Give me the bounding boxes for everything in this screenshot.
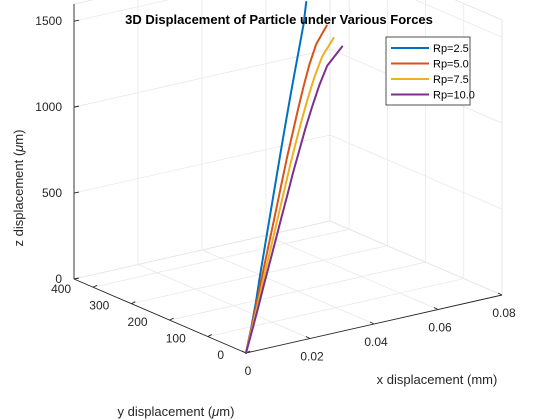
grid-line-x-floor-2 (201, 249, 375, 325)
y-axis-label-prefix: y displacement ( (118, 404, 213, 419)
grid-line-x-floor-1 (137, 264, 311, 339)
y-tick-label-0: 0 (217, 348, 224, 362)
x-tick-label-4: 0.08 (492, 306, 516, 320)
z-tick-mark-1 (73, 191, 80, 194)
y-tick-label-1: 100 (166, 332, 186, 346)
grid-line-z-side-0 (329, 220, 503, 296)
z-axis-label-mu: μ (11, 145, 26, 153)
y-tick-label-3: 300 (89, 299, 109, 313)
x-tick-label-0: 0 (245, 364, 252, 378)
legend: Rp=2.5 Rp=5.0 Rp=7.5 Rp=10.0 (385, 36, 475, 106)
z-axis-label: z displacement (μm) (11, 130, 26, 247)
y-tick-mark-4 (92, 284, 98, 288)
y-axis-label-mu: μ (211, 404, 219, 419)
z-axis-label-prefix: z displacement ( (11, 151, 26, 246)
legend-label-1: Rp=5.0 (433, 59, 469, 71)
z-tick-label-3: 1500 (35, 14, 62, 28)
y-axis-line (73, 278, 247, 354)
x-axis-label: x displacement (mm) (377, 372, 498, 387)
grid-line-x-floor-3 (265, 235, 439, 310)
x-tick-mark-3 (433, 307, 439, 310)
z-tick-mark-2 (73, 105, 80, 108)
chart-title: 3D Displacement of Particle under Variou… (125, 12, 433, 27)
legend-label-2: Rp=7.5 (433, 74, 469, 86)
y-tick-mark-3 (131, 301, 136, 305)
z-tick-label-1: 500 (42, 186, 62, 200)
legend-label-0: Rp=2.5 (433, 43, 469, 55)
grid-line-z-back-3 (73, 0, 170, 22)
y-axis-label-suffix: m) (219, 404, 234, 419)
grid-line-z-back-0 (73, 220, 331, 280)
x-tick-label-3: 0.06 (428, 321, 452, 335)
x-tick-label-1: 0.02 (300, 350, 324, 364)
z-tick-label-2: 1000 (35, 100, 62, 114)
legend-label-3: Rp=10.0 (433, 90, 475, 102)
grid-line-y-floor-1 (207, 278, 464, 337)
data-series (245, 1, 344, 354)
x-tick-mark-2 (369, 321, 375, 325)
grid-line-z-back-2 (73, 48, 331, 108)
series-line-0 (245, 1, 308, 354)
grid-line-y-floor-4 (93, 228, 350, 288)
y-tick-mark-1 (207, 334, 212, 337)
y-tick-label-4: 400 (51, 282, 71, 296)
grid-line-z-side-1 (329, 134, 503, 210)
x-tick-label-2: 0.04 (364, 335, 388, 349)
grid-line-y-floor-2 (169, 261, 426, 321)
series-line-3 (245, 45, 344, 354)
y-axis-label: y displacement (μm) (118, 404, 235, 419)
z-tick-label-0: 0 (55, 272, 62, 286)
x-tick-mark-1 (305, 336, 311, 339)
z-tick-mark-0 (73, 277, 80, 280)
z-tick-mark-3 (73, 19, 80, 22)
y-tick-mark-2 (169, 317, 174, 321)
axis-lines (73, 4, 503, 354)
z-axis-label-suffix: m) (11, 130, 26, 145)
grid-line-z-back-1 (73, 134, 331, 194)
tick-labels: 00.020.040.060.0801002003004000500100015… (35, 14, 516, 378)
y-tick-label-2: 200 (128, 315, 148, 329)
series-line-1 (245, 24, 328, 354)
grid-line-z-side-3 (414, 0, 503, 38)
x-tick-mark-4 (497, 292, 503, 296)
series-line-2 (245, 37, 335, 354)
